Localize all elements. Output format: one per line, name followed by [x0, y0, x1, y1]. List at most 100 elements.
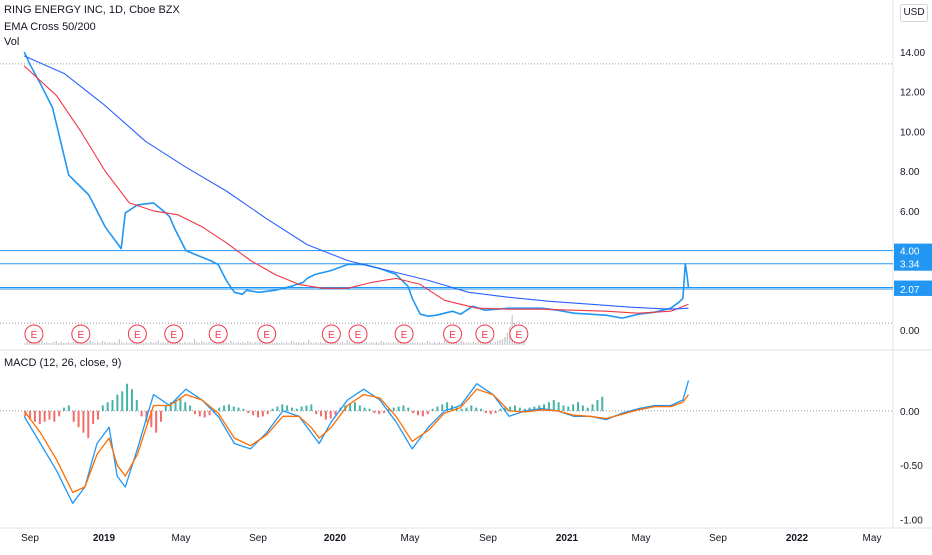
macd-histogram-bar — [116, 394, 119, 411]
volume-bar — [334, 343, 336, 345]
volume-bar — [286, 342, 288, 345]
volume-bar — [169, 343, 171, 345]
macd-histogram-bar — [596, 400, 599, 411]
macd-histogram-bar — [150, 410, 153, 428]
macd-histogram-bar — [353, 402, 356, 411]
earnings-marker[interactable]: E — [394, 324, 414, 344]
macd-histogram-bar — [67, 405, 70, 411]
volume-bar — [487, 343, 489, 345]
macd-histogram-bar — [402, 405, 405, 411]
volume-bar — [366, 342, 368, 345]
volume-bar — [320, 342, 322, 345]
macd-histogram-bar — [106, 402, 109, 411]
hline-label: 2.07 — [900, 285, 920, 296]
volume-bar — [201, 341, 203, 345]
volume-bar — [375, 342, 377, 345]
volume-bar — [92, 342, 94, 345]
volume-bar — [506, 333, 508, 345]
volume-bar — [300, 343, 302, 345]
volume-bar — [305, 343, 307, 345]
volume-bar — [438, 342, 441, 345]
volume-bar — [329, 343, 331, 345]
macd-histogram-bar — [581, 405, 584, 411]
macd-histogram-bar — [591, 404, 594, 411]
volume-bar — [218, 342, 220, 345]
macd-histogram-bar — [38, 410, 41, 424]
macd-histogram-bar — [237, 407, 240, 411]
volume-bar — [227, 343, 230, 345]
volume-bar — [147, 343, 150, 345]
volume-bar — [426, 341, 428, 345]
volume-bar — [387, 342, 390, 345]
volume-bar — [46, 342, 48, 345]
earnings-marker[interactable]: E — [164, 324, 184, 344]
price-line — [23, 51, 690, 319]
date-tick-label: May — [172, 533, 191, 544]
earnings-marker[interactable]: E — [443, 324, 463, 344]
volume-bar — [455, 342, 457, 345]
volume-bar — [143, 343, 145, 345]
volume-bar — [29, 343, 31, 345]
volume-bar — [41, 340, 43, 345]
symbol-title[interactable]: RING ENERGY INC, 1D, Cboe BZX — [4, 4, 180, 16]
volume-bar — [472, 342, 474, 345]
volume-bar — [53, 342, 55, 345]
date-tick-label: 2022 — [786, 533, 809, 544]
volume-bar — [504, 337, 506, 345]
volume-bar — [133, 342, 135, 345]
macd-histogram-bar — [193, 410, 196, 415]
currency-button[interactable]: USD — [900, 4, 928, 22]
volume-bar — [145, 342, 147, 345]
earnings-marker[interactable]: E — [475, 324, 495, 344]
volume-bar — [126, 342, 128, 345]
macd-histogram-bar — [562, 405, 565, 411]
volume-bar — [385, 343, 387, 345]
macd-histogram-bar — [184, 402, 187, 411]
macd-histogram-bar — [431, 408, 434, 411]
hline-label-bg — [894, 281, 932, 296]
volume-bar — [298, 342, 300, 345]
volume-bar — [351, 343, 353, 345]
macd-histogram-bar — [373, 410, 376, 414]
macd-histogram-bar — [160, 410, 163, 422]
volume-bar — [310, 342, 312, 345]
macd-histogram-bar — [504, 407, 507, 411]
volume-bar — [373, 343, 375, 345]
earnings-marker[interactable]: E — [24, 324, 44, 344]
volume-bar — [417, 342, 419, 345]
earnings-marker[interactable]: E — [348, 324, 368, 344]
volume-bar — [441, 343, 443, 345]
volume-bar — [390, 343, 392, 345]
earnings-marker[interactable]: E — [127, 324, 147, 344]
macd-legend[interactable]: MACD (12, 26, close, 9) — [4, 357, 122, 369]
macd-histogram-bar — [169, 402, 172, 411]
volume-bar — [361, 342, 363, 345]
earnings-marker[interactable]: E — [208, 324, 228, 344]
volume-bar — [271, 342, 273, 345]
earnings-marker[interactable]: E — [321, 324, 341, 344]
volume-bar — [196, 342, 198, 345]
macd-histogram-bar — [300, 406, 303, 411]
volume-legend[interactable]: Vol — [4, 36, 20, 48]
macd-histogram-bar — [465, 407, 468, 411]
earnings-marker[interactable]: E — [71, 324, 91, 344]
volume-bar — [181, 343, 184, 345]
earnings-marker[interactable]: E — [257, 324, 277, 344]
macd-histogram-bar — [320, 410, 323, 417]
macd-histogram-bar — [295, 408, 298, 411]
volume-bar — [303, 342, 305, 345]
svg-text:E: E — [215, 330, 222, 341]
macd-histogram-bar — [63, 407, 66, 411]
ema-cross-legend[interactable]: EMA Cross 50/200 — [4, 21, 96, 33]
date-tick-label: May — [401, 533, 420, 544]
macd-histogram-bar — [77, 410, 80, 428]
macd-histogram-bar — [276, 406, 279, 411]
volume-bar — [249, 342, 251, 345]
earnings-marker[interactable]: E — [509, 324, 529, 344]
volume-bar — [84, 343, 87, 345]
volume-bar — [273, 343, 276, 345]
volume-bar — [48, 343, 50, 345]
macd-histogram-bar — [528, 407, 531, 411]
